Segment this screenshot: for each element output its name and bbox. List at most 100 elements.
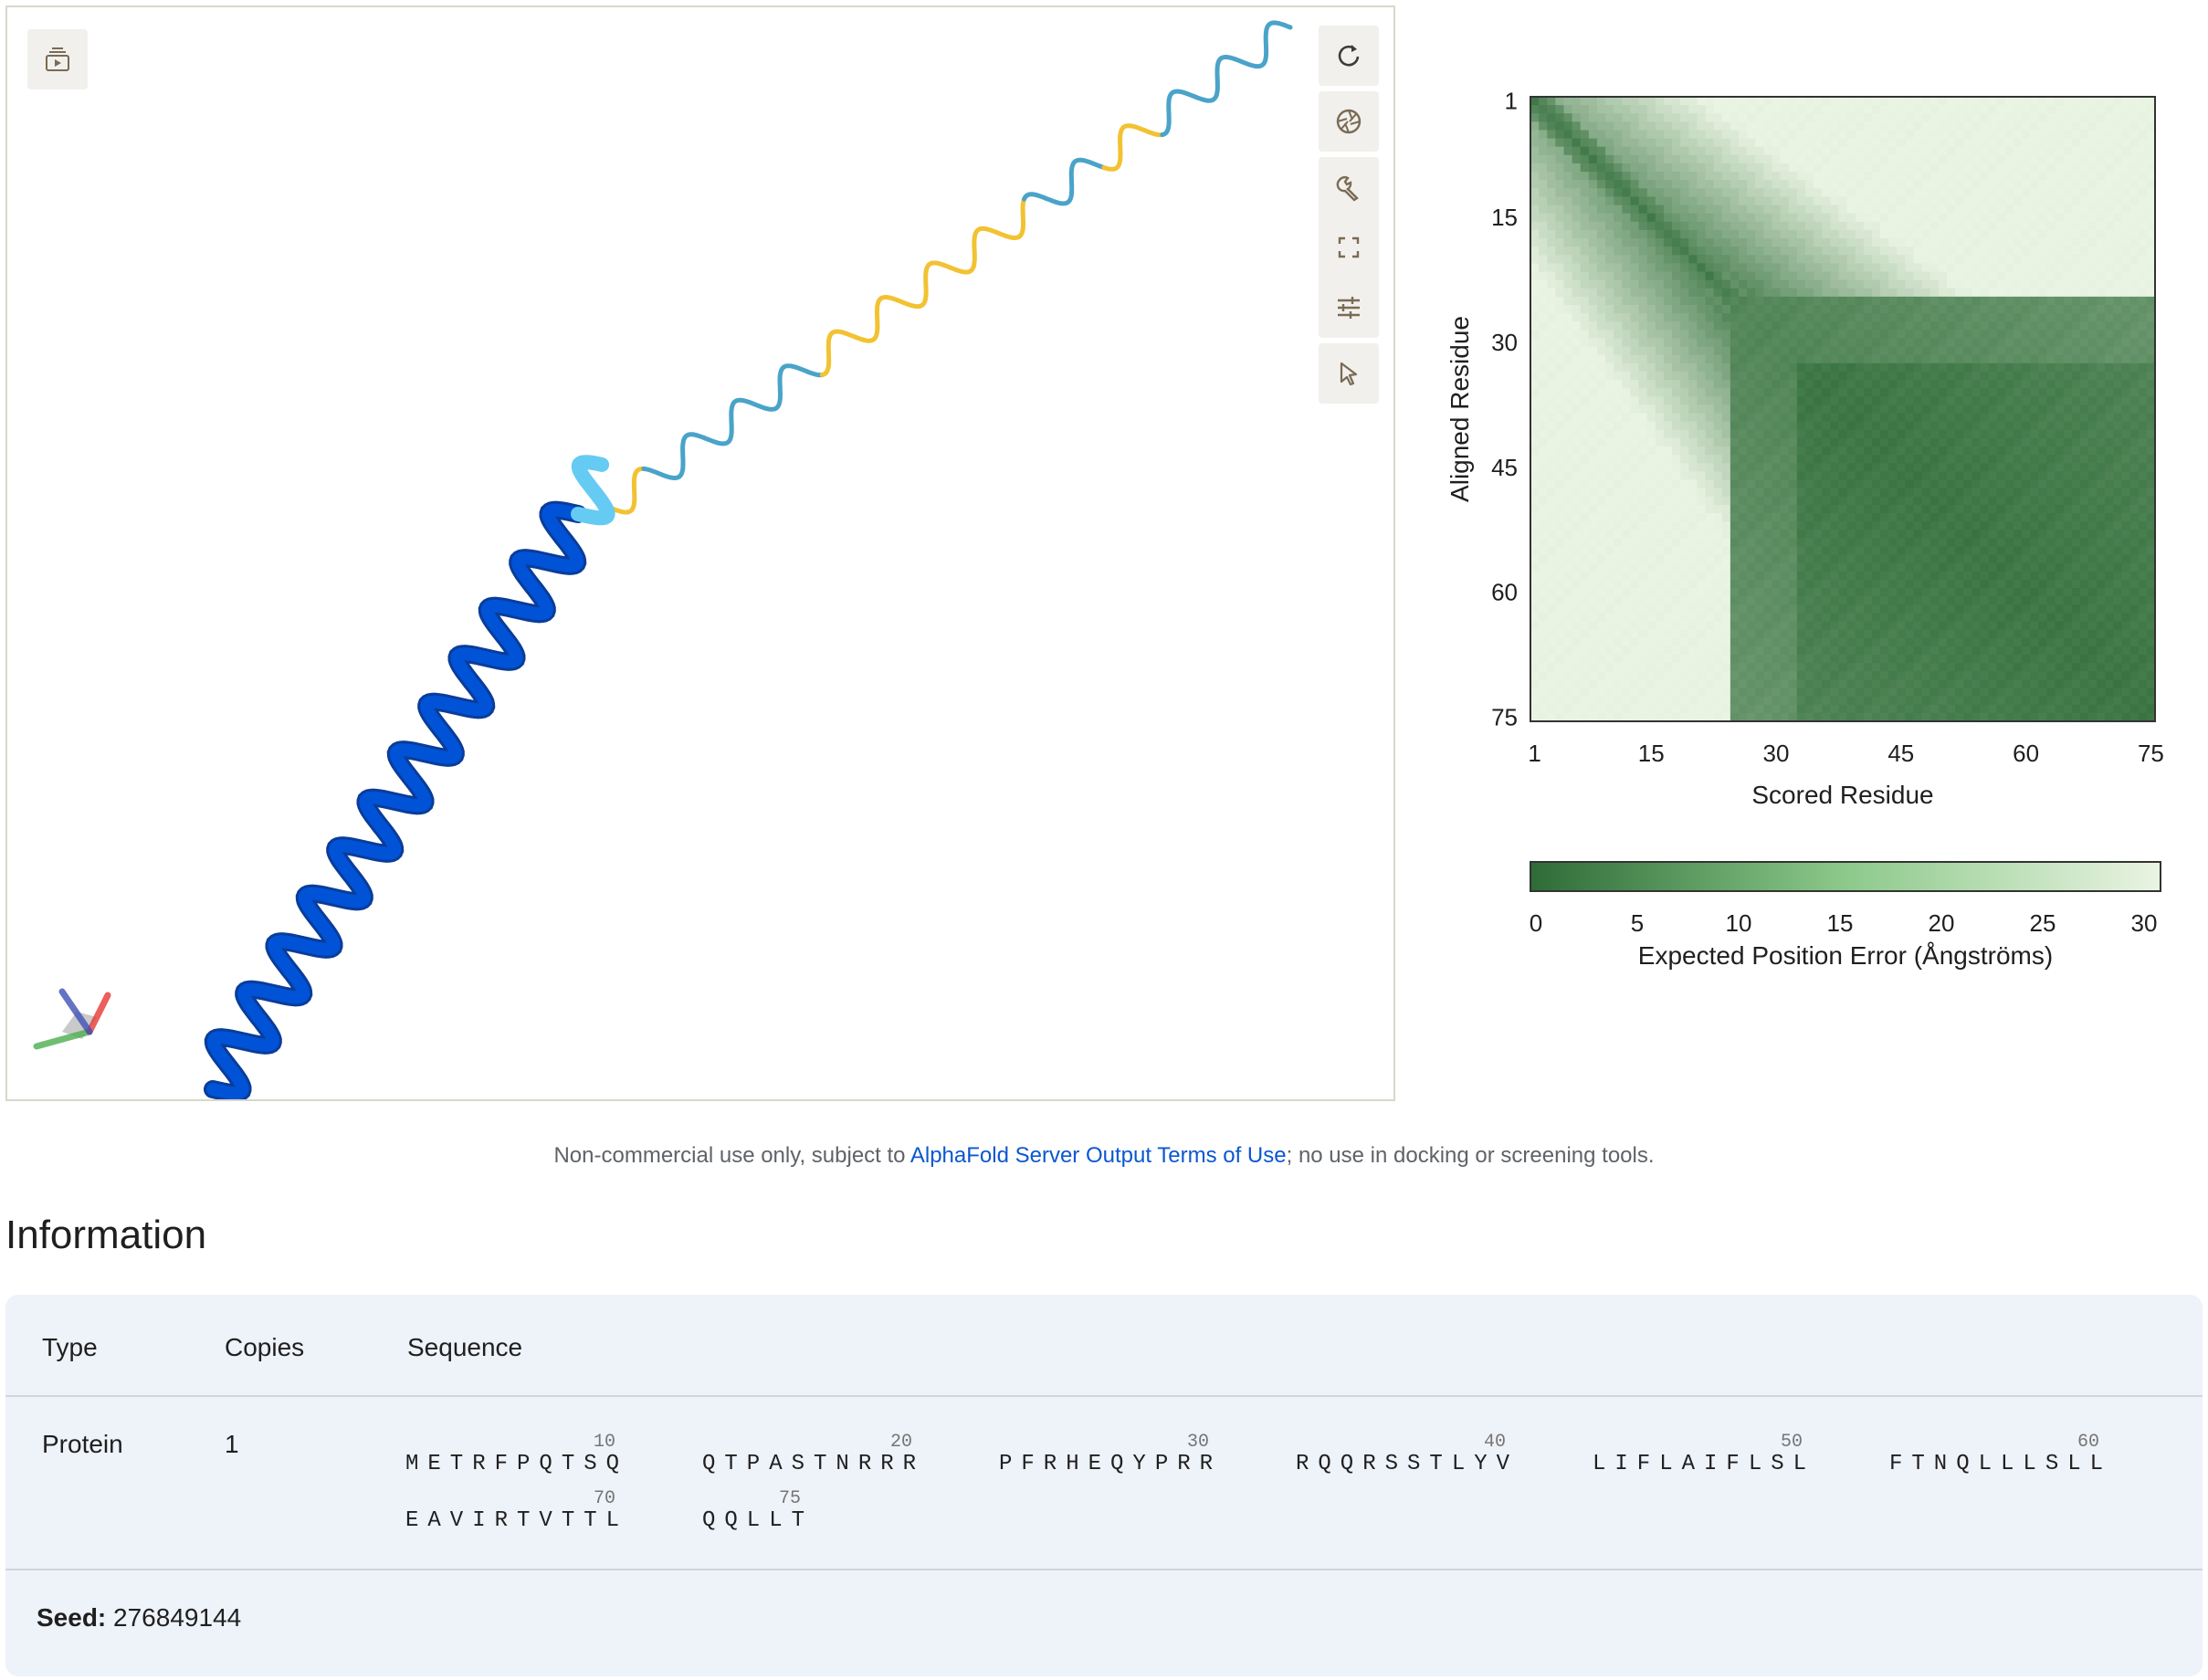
- structure-viewer[interactable]: [5, 5, 1395, 1101]
- pae-cell: [2030, 404, 2039, 415]
- pae-cell: [2055, 396, 2065, 406]
- pae-cell: [1830, 180, 1840, 189]
- select-mode-button[interactable]: [1319, 343, 1379, 404]
- pae-cell: [1663, 513, 1673, 522]
- pae-cell: [1822, 538, 1831, 548]
- pae-cell: [2079, 421, 2089, 431]
- pae-cell: [1547, 388, 1556, 397]
- pae-cell: [1822, 504, 1831, 514]
- pae-cell: [1988, 504, 1998, 514]
- wrench-icon: [1336, 175, 1359, 202]
- pae-cell: [2055, 279, 2065, 289]
- pae-cell: [2038, 321, 2048, 331]
- pae-cell: [1688, 221, 1698, 231]
- pae-cell: [1646, 188, 1656, 198]
- pae-cell: [1814, 354, 1823, 364]
- pae-cell: [1755, 247, 1764, 256]
- pae-cell: [1580, 354, 1590, 364]
- pae-cell: [1747, 604, 1756, 614]
- pae-cell: [1713, 113, 1723, 122]
- pae-cell: [1980, 479, 1990, 489]
- pae-cell: [1947, 404, 1956, 415]
- pae-cell: [1955, 380, 1964, 389]
- pae-cell: [2088, 221, 2098, 231]
- pae-cell: [1747, 121, 1756, 131]
- pae-cell: [2113, 380, 2123, 389]
- pae-cell: [1705, 571, 1715, 581]
- pae-cell: [1871, 513, 1881, 522]
- pae-cell: [1938, 504, 1948, 514]
- pae-cell: [2113, 296, 2123, 306]
- pae-cell: [2079, 571, 2089, 581]
- pae-cell: [1780, 113, 1790, 122]
- pae-cell: [1788, 221, 1798, 231]
- pae-cell: [1680, 621, 1689, 631]
- pae-cell: [1838, 596, 1848, 605]
- screenshot-button[interactable]: [1319, 91, 1379, 152]
- pae-cell: [1780, 279, 1790, 289]
- pae-cell: [2138, 562, 2148, 572]
- pae-cell: [1871, 380, 1881, 389]
- pae-cell: [1955, 255, 1964, 264]
- protein-structure-3d[interactable]: [7, 7, 1395, 1101]
- pae-cell: [1730, 629, 1740, 639]
- pae-cell: [1988, 238, 1998, 247]
- pae-cell: [1547, 113, 1556, 122]
- pae-cell: [1905, 429, 1915, 439]
- pae-cell: [2046, 296, 2056, 306]
- pae-cell: [1830, 388, 1840, 397]
- pae-cell: [1938, 362, 1948, 373]
- pae-cell: [2046, 488, 2056, 498]
- pae-cell: [1772, 313, 1782, 322]
- pae-cell: [1996, 604, 2006, 614]
- pae-cell: [1739, 479, 1748, 489]
- pae-cell: [1547, 321, 1556, 331]
- pae-cell: [1572, 562, 1582, 572]
- pae-cell: [2088, 437, 2098, 447]
- pae-cell: [1846, 213, 1856, 223]
- pae-cell: [1739, 471, 1748, 481]
- pae-cell: [2088, 97, 2098, 106]
- animation-button[interactable]: [27, 29, 88, 89]
- pae-cell: [2063, 263, 2073, 273]
- pae-cell: [2004, 604, 2014, 614]
- pae-cell: [1622, 504, 1632, 514]
- pae-cell: [1572, 154, 1582, 164]
- pae-cell: [1638, 362, 1648, 373]
- pae-cell: [2097, 613, 2106, 623]
- pae-cell: [2071, 488, 2081, 498]
- pae-cell: [1938, 180, 1948, 189]
- pae-cell: [2004, 121, 2014, 131]
- pae-cell: [1663, 455, 1673, 464]
- pae-cell: [1772, 354, 1782, 364]
- pae-cell: [1622, 455, 1632, 464]
- pae-cell: [1655, 504, 1665, 514]
- pae-cell: [1980, 288, 1990, 298]
- pae-cell: [1755, 504, 1764, 514]
- pae-cell: [2097, 255, 2106, 264]
- pae-cell: [1580, 629, 1590, 639]
- fullscreen-button[interactable]: [1319, 217, 1379, 278]
- pae-cell: [1888, 130, 1898, 140]
- settings-button[interactable]: [1319, 157, 1379, 217]
- pae-cell: [1755, 279, 1764, 289]
- pae-cell: [1855, 247, 1865, 256]
- pae-cell: [1697, 146, 1707, 156]
- pae-cell: [2097, 404, 2106, 415]
- pae-cell: [2004, 346, 2014, 356]
- reset-view-button[interactable]: [1319, 26, 1379, 86]
- pae-cell: [1614, 205, 1623, 215]
- pae-cell: [1863, 288, 1873, 298]
- pae-cell: [1730, 288, 1740, 298]
- pae-cell: [2013, 446, 2023, 456]
- pae-cell: [1547, 229, 1556, 239]
- pae-cell: [1655, 172, 1665, 181]
- pae-cell: [2030, 446, 2039, 456]
- pae-cell: [1963, 238, 1972, 247]
- pae-cell: [1580, 471, 1590, 481]
- pae-cell: [1838, 404, 1848, 415]
- pae-cell: [1996, 321, 2006, 331]
- pae-cell: [1580, 221, 1590, 231]
- controls-button[interactable]: [1319, 278, 1379, 338]
- pae-cell: [1846, 429, 1856, 439]
